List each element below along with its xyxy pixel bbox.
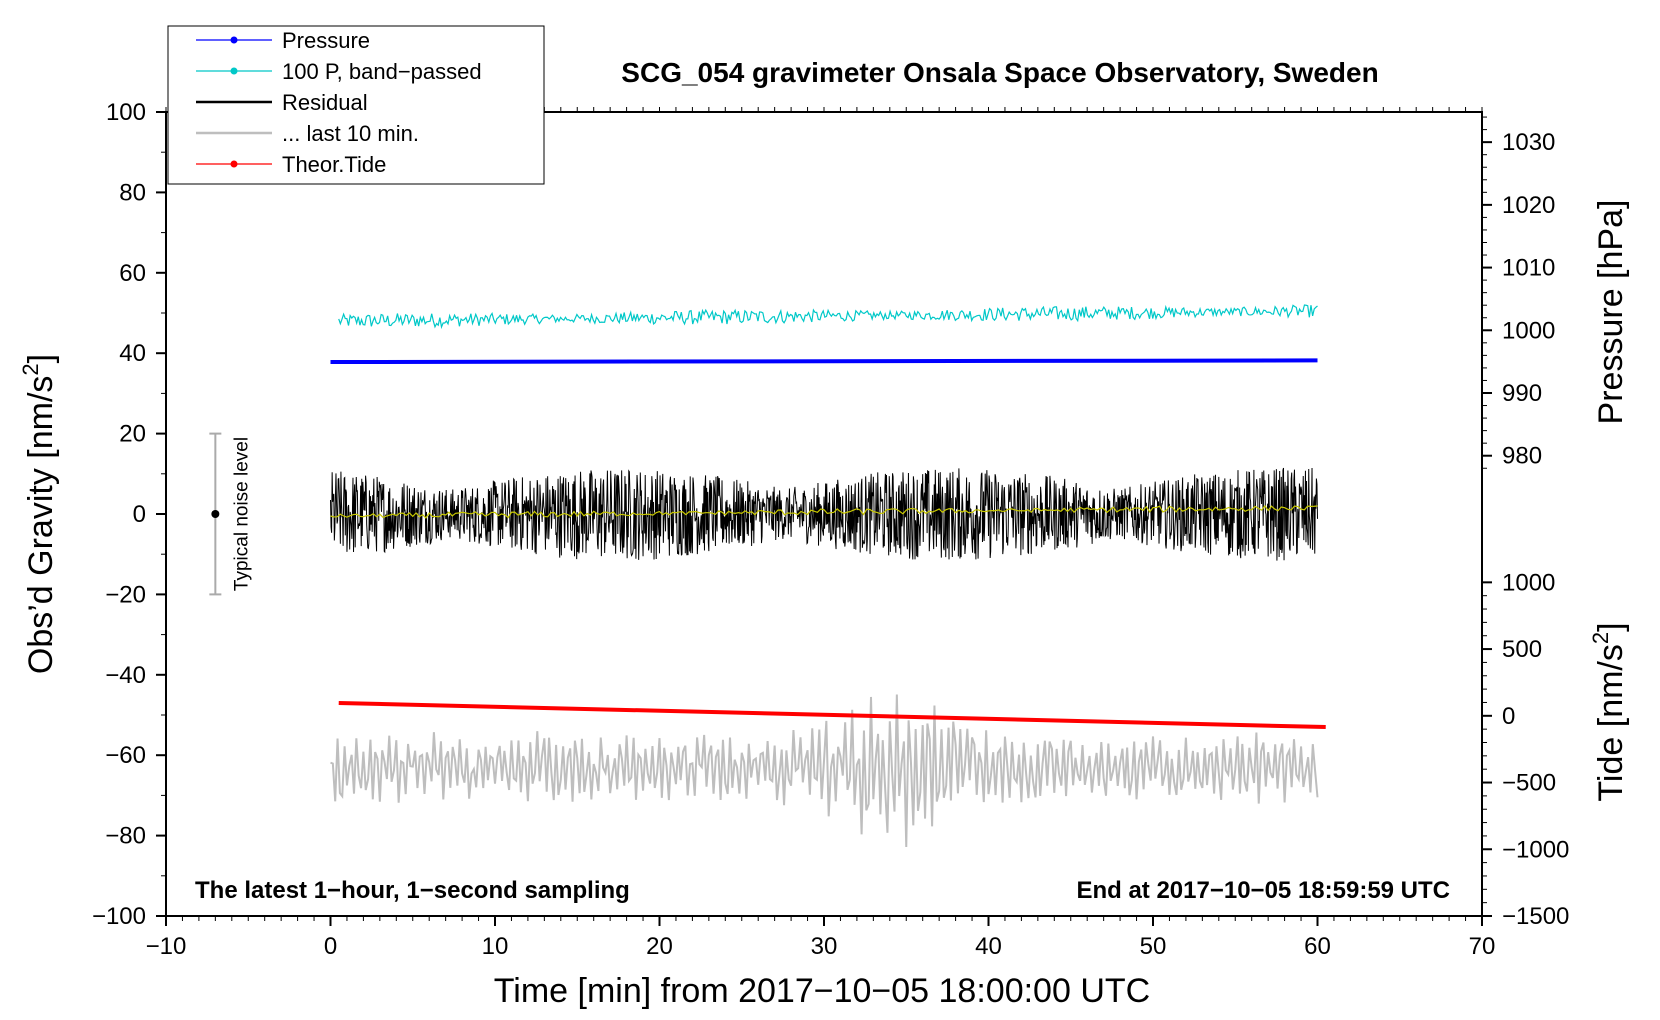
- pressure-tick-label: 980: [1502, 443, 1542, 470]
- legend: Pressure 100 P, band−passed Residual ... la…: [167, 25, 545, 185]
- y-tick-label: 40: [119, 340, 146, 367]
- tide-axis-label-close: ]: [1592, 622, 1630, 631]
- series-line-2: [330, 467, 1318, 561]
- x-tick-label: 70: [1469, 933, 1496, 960]
- noise-center-dot: [211, 510, 220, 518]
- tide-axis-label-main: Tide [nm/s: [1592, 644, 1630, 801]
- tide-axis-label-sup: 2: [1588, 632, 1613, 644]
- legend-label: Theor.Tide: [282, 152, 386, 177]
- series-line-3: [330, 504, 1318, 519]
- legend-swatch-marker: [230, 36, 238, 44]
- y-tick-label: 80: [119, 179, 146, 206]
- y-axis-label-close: ]: [22, 354, 60, 363]
- chart-title: SCG_054 gravimeter Onsala Space Observat…: [621, 57, 1378, 88]
- y-axis-label: Obs’d Gravity [nm/s2]: [18, 354, 60, 674]
- legend-swatch-marker: [230, 67, 238, 75]
- y-tick-label: −40: [105, 662, 146, 689]
- pressure-axis-label: Pressure [hPa]: [1592, 200, 1630, 425]
- legend-label: Residual: [282, 90, 368, 115]
- series-line-5: [338, 700, 1326, 730]
- x-tick-label: −10: [146, 933, 187, 960]
- tide-tick-label: 0: [1502, 703, 1515, 730]
- x-tick-label: 60: [1304, 933, 1331, 960]
- legend-label: ... last 10 min.: [282, 121, 419, 146]
- x-tick-label: 20: [646, 933, 673, 960]
- series-layer: [330, 304, 1326, 848]
- x-tick-label: 10: [482, 933, 509, 960]
- y-axis-gravity: −100 −80 −60 −40 −20 0 20 40 60 80 100: [92, 99, 166, 930]
- x-axis: −10 0 10 20 30 40 50 60 70: [146, 107, 1496, 960]
- tide-tick-label: −1500: [1502, 903, 1569, 930]
- series-line-1: [338, 304, 1318, 330]
- y-tick-label: 60: [119, 260, 146, 287]
- x-axis-label: Time [min] from 2017−10−05 18:00:00 UTC: [494, 972, 1150, 1010]
- y-tick-label: −60: [105, 742, 146, 769]
- y-tick-label: −100: [92, 903, 146, 930]
- end-time-note: End at 2017−10−05 18:59:59 UTC: [1076, 877, 1450, 904]
- pressure-tick-label: 1030: [1502, 129, 1555, 156]
- x-tick-label: 0: [324, 933, 337, 960]
- series-line-0: [330, 358, 1318, 365]
- y-tick-label: −80: [105, 823, 146, 850]
- x-tick-label: 40: [975, 933, 1002, 960]
- legend-box: [167, 25, 545, 185]
- noise-level-indicator: Typical noise level: [209, 432, 252, 596]
- tide-tick-label: −500: [1502, 770, 1556, 797]
- tide-tick-label: 500: [1502, 636, 1542, 663]
- pressure-tick-label: 1000: [1502, 317, 1555, 344]
- tide-tick-label: 1000: [1502, 569, 1555, 596]
- tide-tick-label: −1000: [1502, 836, 1569, 863]
- noise-level-label: Typical noise level: [231, 437, 252, 591]
- pressure-tick-label: 1020: [1502, 192, 1555, 219]
- y-tick-label: 0: [133, 501, 146, 528]
- x-tick-label: 30: [811, 933, 838, 960]
- y-tick-label: 100: [106, 99, 146, 126]
- y-axis-label-sup: 2: [18, 363, 43, 375]
- series-line-4: [330, 694, 1319, 848]
- tide-axis-label: Tide [nm/s2]: [1588, 622, 1630, 801]
- legend-swatch-marker: [230, 160, 238, 168]
- y-axis-label-main: Obs’d Gravity [nm/s: [22, 376, 60, 675]
- y-tick-label: 20: [119, 421, 146, 448]
- pressure-tick-label: 1010: [1502, 255, 1555, 282]
- pressure-tick-label: 990: [1502, 380, 1542, 407]
- legend-label: Pressure: [282, 28, 370, 53]
- y-axis-pressure: 980 990 1000 1010 1020 1030: [1482, 116, 1555, 470]
- x-tick-label: 50: [1140, 933, 1167, 960]
- legend-label: 100 P, band−passed: [282, 59, 482, 84]
- y-axis-tide: −1500 −1000 −500 0 500 1000: [1482, 569, 1569, 930]
- y-tick-label: −20: [105, 581, 146, 608]
- sampling-note: The latest 1−hour, 1−second sampling: [195, 877, 630, 904]
